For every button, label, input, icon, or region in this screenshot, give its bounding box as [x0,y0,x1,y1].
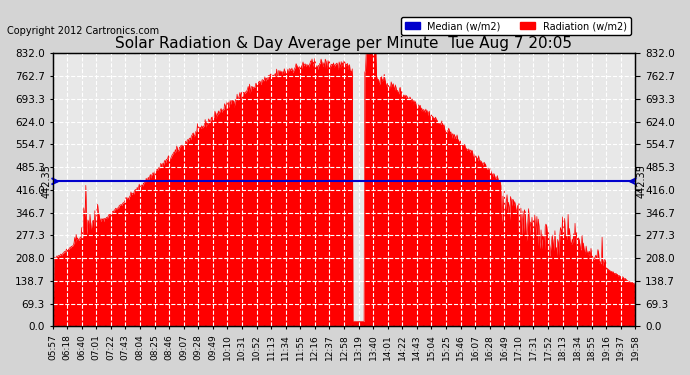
Legend: Median (w/m2), Radiation (w/m2): Median (w/m2), Radiation (w/m2) [401,17,631,35]
Text: Copyright 2012 Cartronics.com: Copyright 2012 Cartronics.com [7,26,159,36]
Text: 442.35: 442.35 [637,164,647,198]
Text: 442.35: 442.35 [41,164,51,198]
Title: Solar Radiation & Day Average per Minute  Tue Aug 7 20:05: Solar Radiation & Day Average per Minute… [115,36,573,51]
